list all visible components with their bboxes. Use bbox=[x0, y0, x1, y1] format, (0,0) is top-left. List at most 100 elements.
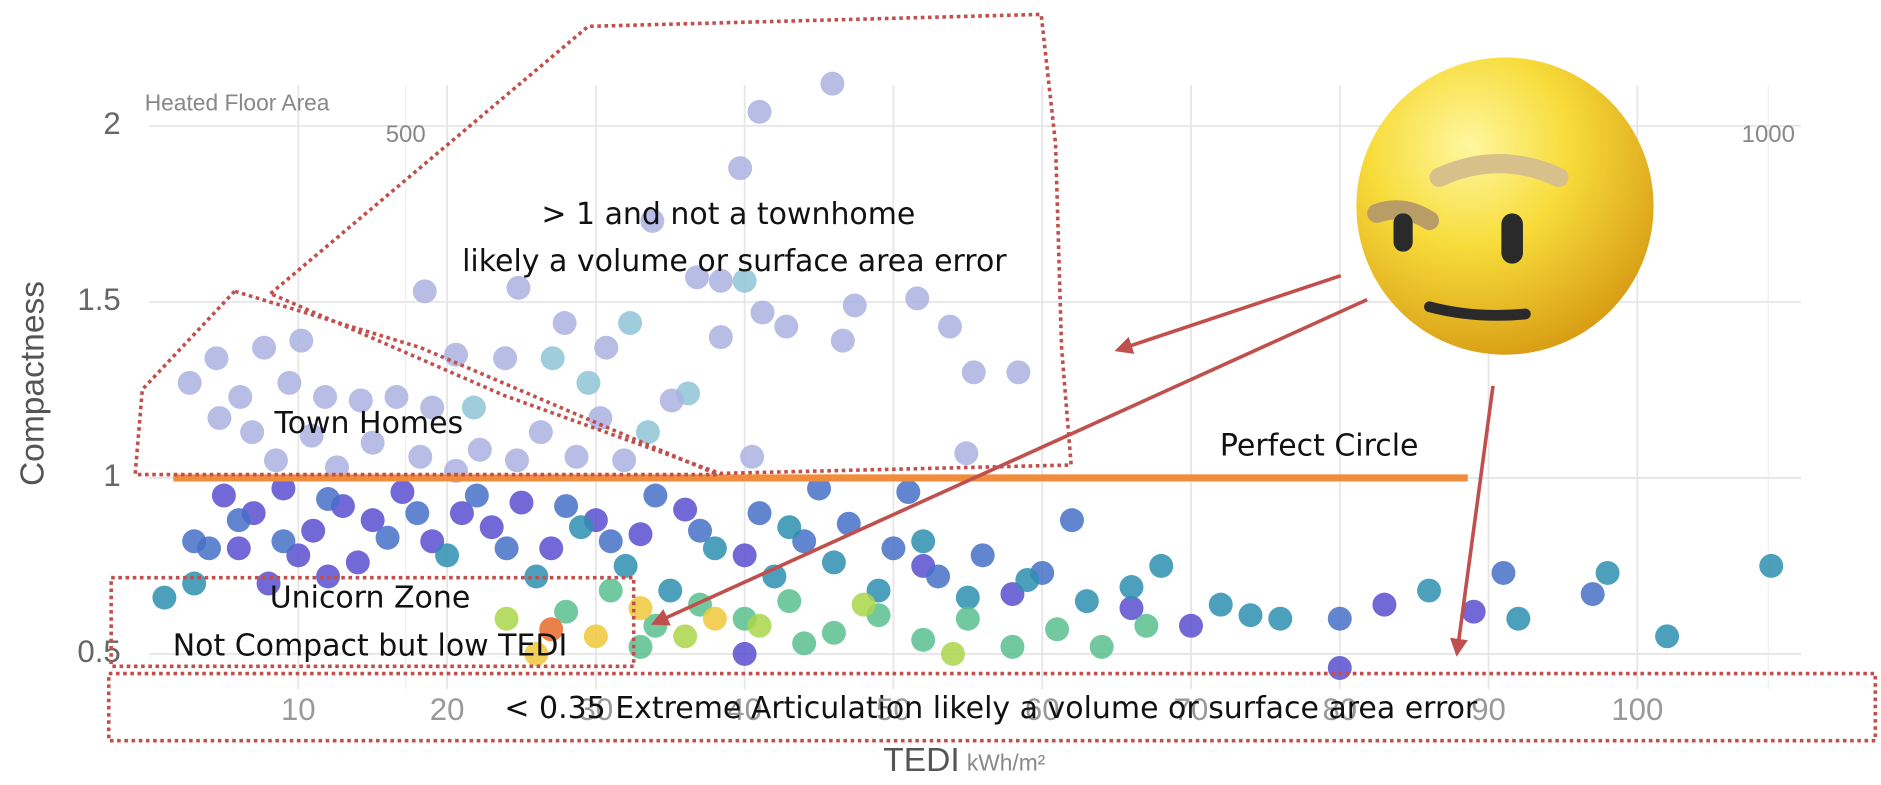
y-tick-label: 1 bbox=[103, 458, 120, 493]
point bbox=[252, 336, 276, 360]
point bbox=[820, 72, 844, 96]
x2-tick-label: 1000 bbox=[1742, 121, 1795, 148]
point bbox=[748, 614, 772, 638]
point bbox=[539, 536, 563, 560]
point bbox=[629, 522, 653, 546]
x2-tick-label: 500 bbox=[386, 121, 426, 148]
point bbox=[376, 526, 400, 550]
point bbox=[971, 543, 995, 567]
point bbox=[599, 579, 623, 603]
point bbox=[962, 360, 986, 384]
point bbox=[643, 484, 667, 508]
point bbox=[1060, 508, 1084, 532]
point bbox=[182, 529, 206, 553]
point bbox=[822, 550, 846, 574]
annotation: > 1 and not a townhome bbox=[541, 197, 915, 232]
point bbox=[1000, 635, 1024, 659]
point bbox=[1328, 607, 1352, 631]
point bbox=[748, 501, 772, 525]
point bbox=[703, 536, 727, 560]
point bbox=[1655, 624, 1679, 648]
point bbox=[212, 484, 236, 508]
point bbox=[1149, 554, 1173, 578]
point bbox=[1581, 582, 1605, 606]
point bbox=[541, 346, 565, 370]
chart: Heated Floor Area Compactness TEDI kWh/m… bbox=[0, 0, 1881, 785]
point bbox=[956, 607, 980, 631]
point bbox=[748, 100, 772, 124]
point bbox=[565, 445, 589, 469]
point bbox=[1134, 614, 1158, 638]
point bbox=[507, 276, 531, 300]
point bbox=[1090, 635, 1114, 659]
point bbox=[1119, 575, 1143, 599]
point bbox=[468, 438, 492, 462]
y-axis-title: Compactness bbox=[14, 281, 51, 486]
point bbox=[465, 484, 489, 508]
point bbox=[227, 508, 251, 532]
point bbox=[227, 536, 251, 560]
point bbox=[673, 624, 697, 648]
point bbox=[660, 388, 684, 412]
point bbox=[777, 589, 801, 613]
point bbox=[462, 396, 486, 420]
point bbox=[954, 441, 978, 465]
point bbox=[405, 501, 429, 525]
arrow bbox=[1118, 276, 1341, 350]
point bbox=[480, 515, 504, 539]
point bbox=[493, 346, 517, 370]
x-tick-label: 20 bbox=[430, 692, 465, 727]
point bbox=[1506, 607, 1530, 631]
point bbox=[408, 445, 432, 469]
point bbox=[673, 498, 697, 522]
point bbox=[733, 543, 757, 567]
point bbox=[1045, 617, 1069, 641]
point bbox=[178, 371, 202, 395]
point bbox=[728, 156, 752, 180]
point bbox=[896, 480, 920, 504]
emoji bbox=[1356, 58, 1653, 355]
point bbox=[1596, 561, 1620, 585]
point bbox=[264, 448, 288, 472]
point bbox=[316, 487, 340, 511]
point bbox=[1006, 360, 1030, 384]
point bbox=[709, 325, 733, 349]
point bbox=[182, 572, 206, 596]
point bbox=[703, 607, 727, 631]
point bbox=[495, 607, 519, 631]
point bbox=[1491, 561, 1515, 585]
y-tick-label: 0.5 bbox=[77, 634, 120, 669]
point bbox=[435, 543, 459, 567]
point bbox=[822, 621, 846, 645]
point bbox=[1417, 579, 1441, 603]
point bbox=[505, 448, 529, 472]
point bbox=[843, 293, 867, 317]
point bbox=[529, 420, 553, 444]
point bbox=[301, 519, 325, 543]
point bbox=[509, 491, 533, 515]
annotation: Town Homes bbox=[274, 406, 464, 441]
point bbox=[1268, 607, 1292, 631]
reference-line-label: Perfect Circle bbox=[1220, 428, 1419, 463]
point bbox=[905, 286, 929, 310]
x2-axis-title: Heated Floor Area bbox=[145, 89, 330, 115]
point bbox=[1209, 593, 1233, 617]
point bbox=[658, 579, 682, 603]
point bbox=[926, 564, 950, 588]
point bbox=[740, 445, 764, 469]
point bbox=[1015, 568, 1039, 592]
point bbox=[152, 586, 176, 610]
point bbox=[777, 515, 801, 539]
annotations: > 1 and not a townhome likely a volume o… bbox=[109, 14, 1876, 740]
point bbox=[956, 586, 980, 610]
x-tick-label: 100 bbox=[1611, 692, 1663, 727]
annotation: Unicorn Zone bbox=[270, 581, 471, 616]
annotation: Not Compact but low TEDI bbox=[173, 629, 568, 664]
point bbox=[911, 628, 935, 652]
point bbox=[618, 311, 642, 335]
x-axis-title: TEDI bbox=[883, 742, 959, 779]
point bbox=[1075, 589, 1099, 613]
point bbox=[576, 371, 600, 395]
point bbox=[390, 480, 414, 504]
point bbox=[228, 385, 252, 409]
